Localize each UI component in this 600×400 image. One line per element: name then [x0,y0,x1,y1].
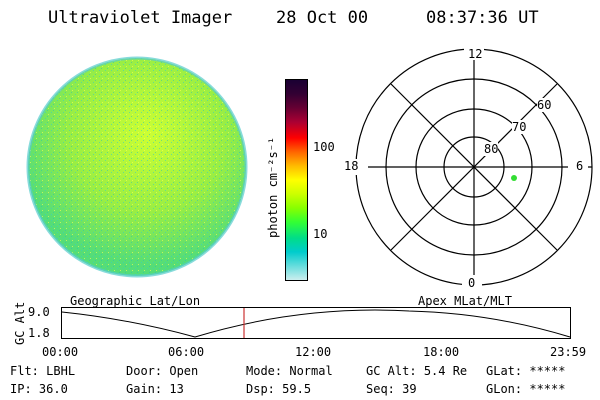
polar-mlt-0: 0 [468,276,476,290]
time-label: 08:37:36 UT [426,8,539,28]
geographic-label: Geographic Lat/Lon [70,294,201,308]
mode-field: Mode: Normal [246,364,333,378]
mode-value: Normal [289,364,333,378]
gain-field: Gain: 13 [126,382,184,396]
colorbar-unit-label: photon cm⁻²s⁻¹ [266,136,280,238]
altitude-curve [61,309,571,338]
gc-alt-field: GC Alt: 5.4 Re [366,364,468,378]
door-field: Door: Open [126,364,199,378]
colorbar-tick-10: 10 [313,227,328,241]
xtick-2359: 23:59 [550,345,587,359]
dsp-field: Dsp: 59.5 [246,382,312,396]
flt-value: LBHL [46,364,76,378]
xtick-0000: 00:00 [42,345,79,359]
polar-mlt-18: 18 [344,159,359,173]
flt-field: Flt: LBHL [10,364,76,378]
ytick-bottom: 1.8 [28,326,50,340]
altitude-timeline [61,307,571,339]
ring-label-80: 80 [484,142,499,156]
ring-label-70: 70 [512,120,527,134]
ring-label-60: 60 [537,98,552,112]
gc-alt-value: 5.4 Re [423,364,468,378]
glon-field: GLon: ***** [486,382,566,396]
glat-value: ***** [529,364,566,378]
date-label: 28 Oct 00 [276,8,369,28]
glat-field: GLat: ***** [486,364,566,378]
ytick-top: 9.0 [28,305,50,319]
xtick-0600: 06:00 [168,345,205,359]
polar-mlt-12: 12 [468,47,483,61]
xtick-1800: 18:00 [423,345,460,359]
timeline-ylabel: GC Alt [13,301,27,345]
polar-mlt-6: 6 [576,159,584,173]
glon-value: ***** [529,382,566,396]
ip-value: 36.0 [38,382,68,396]
seq-field: Seq: 39 [366,382,417,396]
door-value: Open [169,364,199,378]
satellite-point [511,175,517,181]
ip-field: IP: 36.0 [10,382,68,396]
polar-plot [344,46,593,288]
apex-label: Apex MLat/MLT [418,294,512,308]
color-scale-bar [285,79,308,281]
gain-value: 13 [169,382,184,396]
uv-image [26,56,248,278]
seq-value: 39 [402,382,417,396]
colorbar-tick-100: 100 [313,140,335,154]
dsp-value: 59.5 [282,382,312,396]
app-title: Ultraviolet Imager [48,8,233,28]
xtick-1200: 12:00 [295,345,332,359]
